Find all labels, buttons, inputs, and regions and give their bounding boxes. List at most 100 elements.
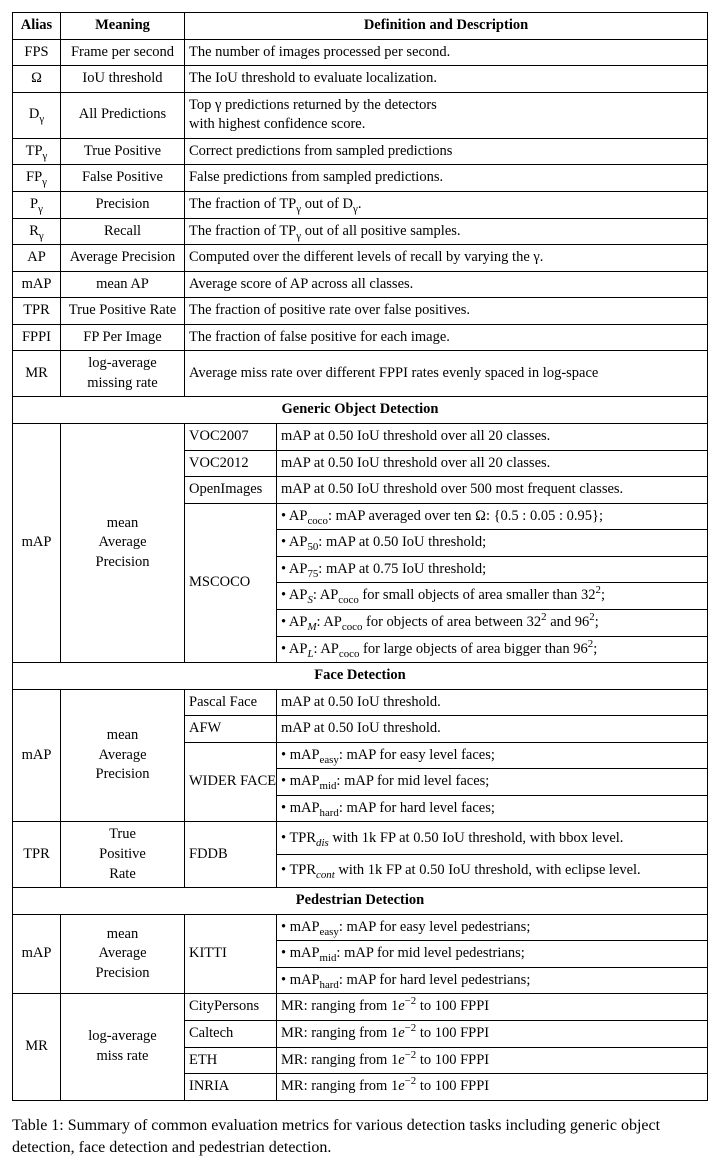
alias-cell: AP	[13, 245, 61, 272]
alias-cell: MR	[13, 994, 61, 1100]
dataset-cell: INRIA	[185, 1074, 277, 1101]
def-cell: • TPRdis with 1k FP at 0.50 IoU threshol…	[277, 822, 708, 855]
def-cell: • mAPeasy: mAP for easy level faces;	[277, 742, 708, 769]
meaning-cell: True Positive Rate	[61, 298, 185, 325]
def-cell: The fraction of TPγ out of all positive …	[185, 218, 708, 245]
dataset-cell: WIDER FACE	[185, 742, 277, 822]
def-cell: Average miss rate over different FPPI ra…	[185, 351, 708, 397]
dataset-cell: Caltech	[185, 1020, 277, 1047]
alias-cell: Dγ	[13, 92, 61, 138]
dataset-cell: MSCOCO	[185, 503, 277, 662]
table-row: MRlog-averagemiss rateCityPersonsMR: ran…	[13, 994, 708, 1021]
table-caption: Table 1: Summary of common evaluation me…	[12, 1115, 708, 1160]
def-cell: mAP at 0.50 IoU threshold over all 20 cl…	[277, 450, 708, 477]
table-header-row: Alias Meaning Definition and Description	[13, 13, 708, 40]
def-cell: Computed over the different levels of re…	[185, 245, 708, 272]
alias-cell: Rγ	[13, 218, 61, 245]
table-row: mAPmeanAveragePrecisionKITTI• mAPeasy: m…	[13, 914, 708, 941]
alias-cell: FPS	[13, 39, 61, 66]
alias-cell: Ω	[13, 66, 61, 93]
meaning-cell: log-averagemissing rate	[61, 351, 185, 397]
def-cell: mAP at 0.50 IoU threshold over all 20 cl…	[277, 424, 708, 451]
metrics-table: Alias Meaning Definition and Description…	[12, 12, 708, 1101]
def-cell: • mAPeasy: mAP for easy level pedestrian…	[277, 914, 708, 941]
table-row: TPγTrue PositiveCorrect predictions from…	[13, 138, 708, 165]
table-row: FPPIFP Per ImageThe fraction of false po…	[13, 324, 708, 351]
meaning-cell: True Positive	[61, 138, 185, 165]
def-cell: Correct predictions from sampled predict…	[185, 138, 708, 165]
meaning-cell: IoU threshold	[61, 66, 185, 93]
def-cell: • AP50: mAP at 0.50 IoU threshold;	[277, 530, 708, 557]
alias-cell: FPγ	[13, 165, 61, 192]
meaning-cell: log-averagemiss rate	[61, 994, 185, 1100]
table-row: mAPmeanAveragePrecisionPascal FacemAP at…	[13, 689, 708, 716]
section-header: Face Detection	[13, 663, 708, 690]
section-header-row: Pedestrian Detection	[13, 888, 708, 915]
def-cell: MR: ranging from 1e−2 to 100 FPPI	[277, 1074, 708, 1101]
def-cell: • APM: APcoco for objects of area betwee…	[277, 609, 708, 636]
def-cell: mAP at 0.50 IoU threshold.	[277, 689, 708, 716]
table-row: mAPmean APAverage score of AP across all…	[13, 271, 708, 298]
def-cell: • APL: APcoco for large objects of area …	[277, 636, 708, 663]
table-row: ΩIoU thresholdThe IoU threshold to evalu…	[13, 66, 708, 93]
section-header-row: Generic Object Detection	[13, 397, 708, 424]
section-header-row: Face Detection	[13, 663, 708, 690]
alias-cell: TPR	[13, 298, 61, 325]
def-cell: The fraction of TPγ out of Dγ.	[185, 191, 708, 218]
col-meaning: Meaning	[61, 13, 185, 40]
meaning-cell: TruePositiveRate	[61, 822, 185, 888]
table-row: TPRTrue Positive RateThe fraction of pos…	[13, 298, 708, 325]
table-row: FPSFrame per secondThe number of images …	[13, 39, 708, 66]
def-cell: Top γ predictions returned by the detect…	[185, 92, 708, 138]
meaning-cell: Frame per second	[61, 39, 185, 66]
def-cell: • mAPmid: mAP for mid level faces;	[277, 769, 708, 796]
def-cell: • mAPmid: mAP for mid level pedestrians;	[277, 941, 708, 968]
meaning-cell: Recall	[61, 218, 185, 245]
dataset-cell: CityPersons	[185, 994, 277, 1021]
alias-cell: Pγ	[13, 191, 61, 218]
dataset-cell: FDDB	[185, 822, 277, 888]
section-header: Generic Object Detection	[13, 397, 708, 424]
alias-cell: mAP	[13, 424, 61, 663]
def-cell: • mAPhard: mAP for hard level pedestrian…	[277, 967, 708, 994]
def-cell: The IoU threshold to evaluate localizati…	[185, 66, 708, 93]
alias-cell: mAP	[13, 914, 61, 994]
meaning-cell: mean AP	[61, 271, 185, 298]
def-cell: • APS: APcoco for small objects of area …	[277, 583, 708, 610]
table-row: MRlog-averagemissing rateAverage miss ra…	[13, 351, 708, 397]
alias-cell: FPPI	[13, 324, 61, 351]
def-cell: mAP at 0.50 IoU threshold.	[277, 716, 708, 743]
alias-cell: MR	[13, 351, 61, 397]
table-row: mAPmeanAveragePrecisionVOC2007mAP at 0.5…	[13, 424, 708, 451]
meaning-cell: meanAveragePrecision	[61, 914, 185, 994]
meaning-cell: False Positive	[61, 165, 185, 192]
meaning-cell: meanAveragePrecision	[61, 689, 185, 822]
table-row: PγPrecisionThe fraction of TPγ out of Dγ…	[13, 191, 708, 218]
col-def: Definition and Description	[185, 13, 708, 40]
dataset-cell: ETH	[185, 1047, 277, 1074]
alias-cell: mAP	[13, 689, 61, 822]
def-cell: False predictions from sampled predictio…	[185, 165, 708, 192]
def-cell: • AP75: mAP at 0.75 IoU threshold;	[277, 556, 708, 583]
def-cell: mAP at 0.50 IoU threshold over 500 most …	[277, 477, 708, 504]
dataset-cell: AFW	[185, 716, 277, 743]
def-cell: • TPRcont with 1k FP at 0.50 IoU thresho…	[277, 855, 708, 888]
def-cell: • APcoco: mAP averaged over ten Ω: {0.5 …	[277, 503, 708, 530]
alias-cell: TPγ	[13, 138, 61, 165]
def-cell: MR: ranging from 1e−2 to 100 FPPI	[277, 994, 708, 1021]
table-row: FPγFalse PositiveFalse predictions from …	[13, 165, 708, 192]
dataset-cell: VOC2007	[185, 424, 277, 451]
table-row: TPRTruePositiveRateFDDB• TPRdis with 1k …	[13, 822, 708, 855]
def-cell: The number of images processed per secon…	[185, 39, 708, 66]
meaning-cell: Precision	[61, 191, 185, 218]
dataset-cell: OpenImages	[185, 477, 277, 504]
meaning-cell: meanAveragePrecision	[61, 424, 185, 663]
section-header: Pedestrian Detection	[13, 888, 708, 915]
def-cell: MR: ranging from 1e−2 to 100 FPPI	[277, 1047, 708, 1074]
meaning-cell: FP Per Image	[61, 324, 185, 351]
def-cell: MR: ranging from 1e−2 to 100 FPPI	[277, 1020, 708, 1047]
def-cell: • mAPhard: mAP for hard level faces;	[277, 795, 708, 822]
meaning-cell: Average Precision	[61, 245, 185, 272]
alias-cell: mAP	[13, 271, 61, 298]
def-cell: Average score of AP across all classes.	[185, 271, 708, 298]
